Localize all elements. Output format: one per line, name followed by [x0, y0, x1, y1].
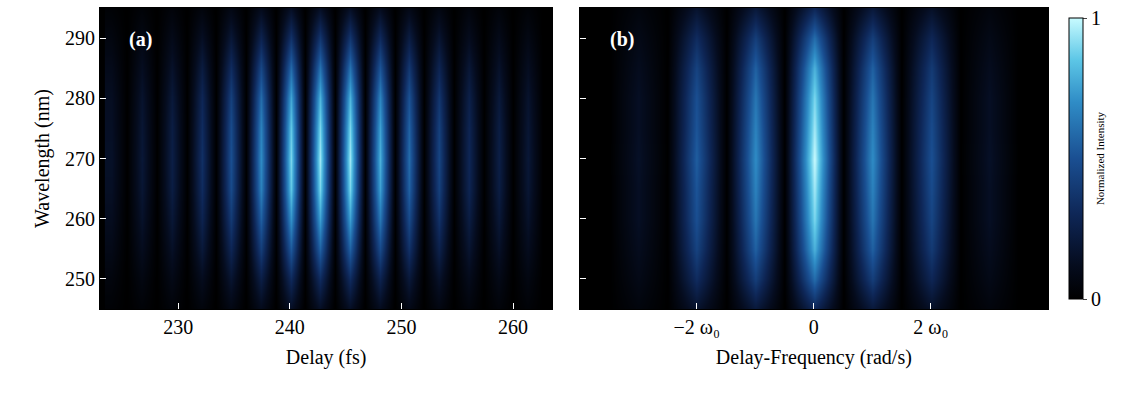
svg-text:Delay (fs): Delay (fs): [286, 346, 367, 369]
svg-text:260: 260: [65, 208, 95, 230]
svg-text:1: 1: [1091, 7, 1101, 29]
svg-text:2 ω₀: 2 ω₀: [913, 316, 948, 338]
svg-text:(b): (b): [610, 28, 634, 51]
svg-text:Wavelength (nm): Wavelength (nm): [31, 89, 54, 228]
svg-text:0: 0: [1091, 288, 1101, 310]
svg-text:280: 280: [65, 87, 95, 109]
svg-text:270: 270: [65, 148, 95, 170]
svg-text:(a): (a): [129, 28, 152, 51]
svg-text:240: 240: [275, 316, 305, 338]
svg-text:260: 260: [498, 316, 528, 338]
svg-text:250: 250: [386, 316, 416, 338]
svg-text:0: 0: [809, 316, 819, 338]
svg-text:Delay-Frequency (rad/s): Delay-Frequency (rad/s): [716, 346, 912, 369]
svg-text:−2 ω₀: −2 ω₀: [674, 316, 720, 338]
svg-text:250: 250: [65, 268, 95, 290]
svg-text:290: 290: [65, 27, 95, 49]
svg-text:230: 230: [163, 316, 193, 338]
svg-text:Normalized Intensity: Normalized Intensity: [1094, 111, 1106, 205]
